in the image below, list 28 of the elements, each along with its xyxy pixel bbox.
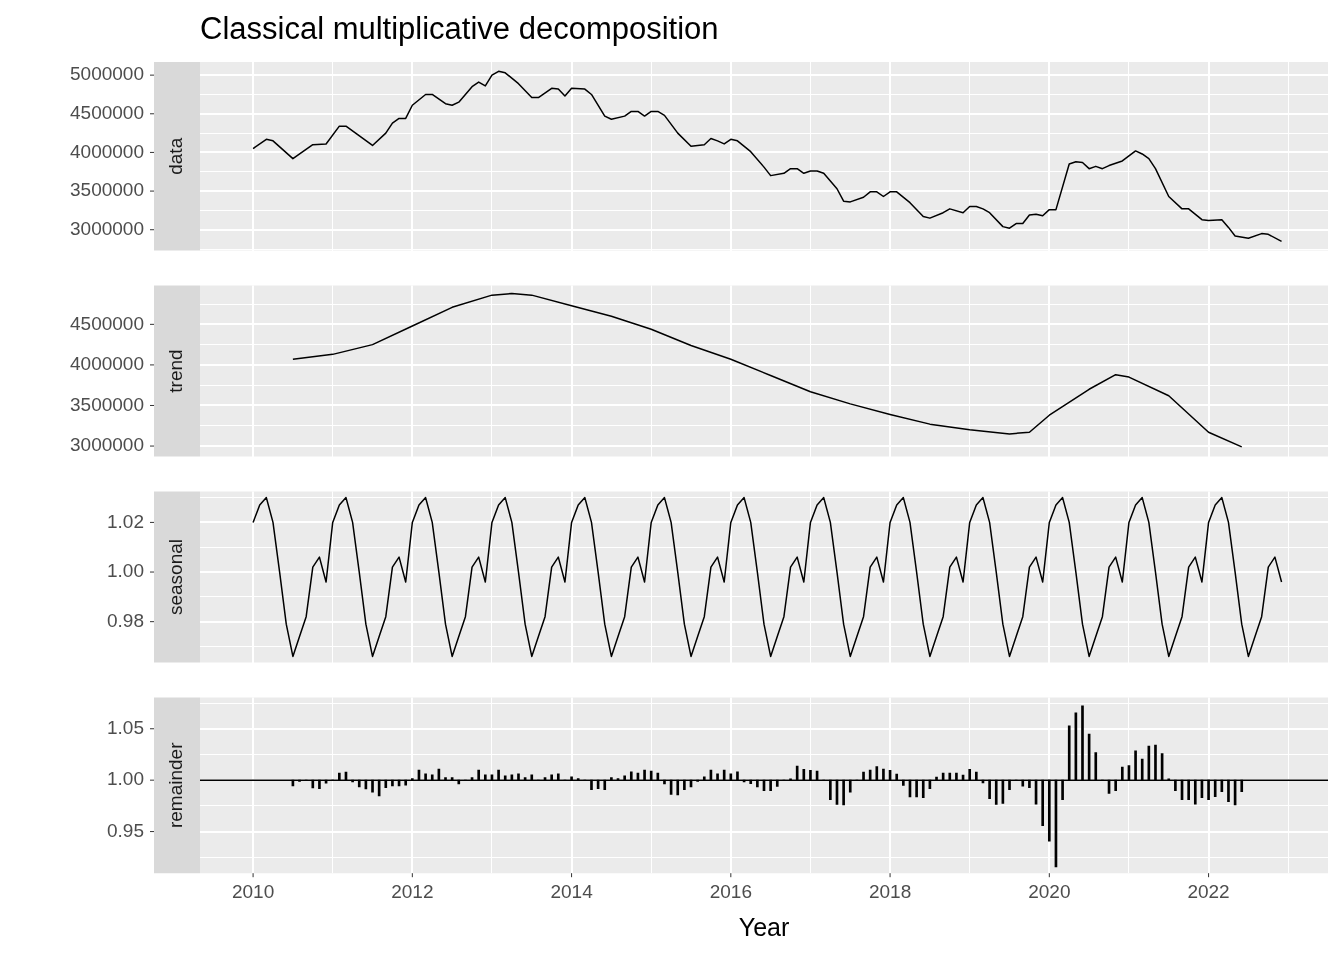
y-tick-label: 3000000	[70, 217, 144, 239]
x-tick-label: 2014	[550, 880, 594, 902]
x-tick-label: 2018	[868, 880, 912, 902]
y-axis-title: remainder	[165, 741, 187, 829]
x-tick-label: 2020	[1028, 880, 1071, 902]
y-axis-title: data	[165, 137, 187, 175]
y-tick-label: 4000000	[70, 140, 144, 162]
y-tick-label: 1.00	[107, 768, 144, 790]
y-axis-title: trend	[165, 349, 187, 393]
y-tick-label: 4500000	[70, 312, 144, 334]
y-tick-label: 4500000	[70, 102, 144, 124]
y-axis-title: seasonal	[165, 538, 187, 616]
y-tick-label: 3000000	[70, 434, 144, 456]
y-tick-label: 3500000	[70, 179, 144, 201]
x-tick-label: 2012	[391, 880, 434, 902]
x-tick-label: 2010	[231, 880, 275, 902]
y-tick-label: 1.02	[107, 510, 144, 532]
y-tick-label: 1.05	[107, 716, 144, 738]
x-tick-label: 2016	[709, 880, 752, 902]
x-tick-label: 2022	[1187, 880, 1230, 902]
chart-title: Classical multiplicative decomposition	[200, 10, 719, 46]
y-tick-label: 0.98	[107, 609, 144, 631]
y-tick-label: 5000000	[70, 63, 144, 85]
y-tick-label: 1.00	[107, 560, 144, 582]
y-tick-label: 4000000	[70, 353, 144, 375]
x-axis-title: Year	[738, 912, 790, 941]
y-tick-label: 0.95	[107, 819, 144, 841]
y-tick-label: 3500000	[70, 393, 144, 415]
